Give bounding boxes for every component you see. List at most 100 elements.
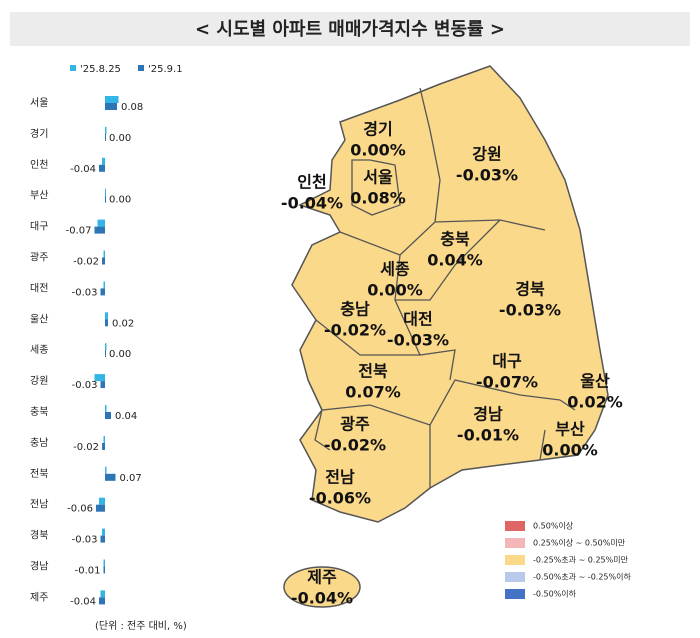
region-name: 경남 (473, 405, 503, 424)
region-value: -0.02% (324, 321, 386, 340)
value-label: 0.00 (109, 133, 131, 144)
bar (105, 473, 116, 481)
bar (105, 412, 111, 419)
region-value: 0.07% (345, 383, 401, 402)
region-name: 대구 (492, 352, 522, 371)
bar (99, 597, 105, 605)
bar (105, 343, 107, 351)
bar (97, 219, 105, 227)
value-label: 0.04 (115, 411, 137, 422)
legend-label: '25.9.1 (148, 64, 183, 75)
value-label: -0.04 (70, 164, 96, 175)
region-value: 0.02% (567, 393, 623, 412)
bar (105, 126, 107, 134)
bar (99, 497, 105, 505)
bar (100, 590, 105, 598)
value-label: -0.06 (67, 504, 93, 515)
map-legend-label: -0.25%초과 ~ 0.25%미만 (533, 556, 629, 565)
region-value: 0.04% (427, 251, 483, 270)
bar (100, 381, 105, 389)
category-label: 서울 (30, 97, 48, 109)
category-label: 세종 (30, 344, 48, 356)
region-name: 제주 (307, 568, 337, 587)
region-value: -0.03% (387, 331, 449, 350)
footnote: (단위 : 전주 대비, %) (95, 619, 187, 632)
category-label: 경기 (30, 127, 48, 140)
region-name: 서울 (363, 168, 393, 187)
region-value: 0.08% (350, 189, 406, 208)
category-label: 부산 (30, 190, 48, 202)
value-label: -0.03 (72, 287, 98, 298)
bar (94, 226, 105, 234)
category-label: 경북 (30, 529, 48, 542)
value-label: -0.01 (75, 566, 101, 577)
value-label: 0.07 (120, 473, 142, 484)
category-label: 대구 (30, 221, 48, 233)
region-name: 부산 (555, 420, 585, 439)
region-value: 0.00% (367, 281, 423, 300)
category-label: 전북 (30, 468, 48, 480)
bar (100, 288, 105, 296)
region-name: 충북 (440, 230, 470, 249)
category-label: 인천 (30, 159, 48, 171)
region-name: 경북 (515, 280, 545, 299)
region-value: -0.04% (281, 194, 343, 213)
region-value: 0.00% (542, 441, 598, 460)
region-name: 세종 (380, 260, 410, 279)
value-label: 0.00 (109, 195, 131, 206)
title-bar (10, 12, 690, 46)
category-label: 대전 (30, 282, 48, 294)
category-label: 전남 (30, 499, 48, 511)
bar (102, 157, 105, 165)
map-legend-label: 0.25%이상 ~ 0.50%미만 (533, 538, 626, 548)
map-legend-swatch (505, 555, 525, 565)
jeju-island (283, 566, 361, 608)
region-value: 0.00% (350, 141, 406, 160)
bar (94, 374, 105, 382)
chart-title: < 시도별 아파트 매매가격지수 변동률 > (195, 19, 505, 40)
bar (103, 250, 105, 258)
bar (102, 528, 105, 536)
region-value: -0.03% (456, 166, 518, 185)
region-name: 충남 (340, 300, 370, 319)
bar (105, 96, 119, 103)
region-name: 전북 (358, 362, 388, 381)
map-legend-swatch (505, 589, 525, 599)
bar (102, 257, 105, 265)
bar (100, 535, 105, 543)
bar (105, 188, 106, 196)
category-label: 강원 (30, 375, 48, 387)
value-label: -0.02 (73, 257, 99, 268)
legend-swatch (138, 65, 144, 71)
bar (105, 312, 108, 320)
bar (105, 195, 106, 203)
region-value: -0.06% (309, 489, 371, 508)
category-label: 제주 (30, 591, 48, 603)
bar (105, 133, 106, 141)
value-label: -0.04 (70, 596, 96, 607)
bar (96, 504, 105, 512)
value-label: 0.08 (121, 102, 143, 113)
category-label: 광주 (30, 252, 48, 264)
region-name: 경기 (363, 120, 392, 139)
legend-swatch (70, 65, 76, 71)
region-name: 강원 (472, 145, 501, 164)
region-value: -0.04% (291, 589, 353, 608)
region-value: -0.01% (457, 426, 519, 445)
bar (105, 103, 117, 110)
category-label: 경남 (30, 560, 48, 573)
map-legend-label: -0.50%이하 (533, 589, 577, 599)
category-label: 충북 (30, 406, 48, 418)
region-borders (307, 87, 576, 488)
bar (103, 559, 105, 567)
bar (103, 566, 105, 574)
value-label: -0.02 (73, 442, 99, 453)
value-label: -0.03 (72, 535, 98, 546)
region-name: 전남 (325, 468, 355, 487)
category-label: 충남 (30, 437, 48, 449)
value-label: 0.00 (109, 349, 131, 360)
region-value: -0.02% (324, 436, 386, 455)
region-name: 울산 (580, 372, 610, 391)
region-name: 인천 (297, 173, 326, 192)
